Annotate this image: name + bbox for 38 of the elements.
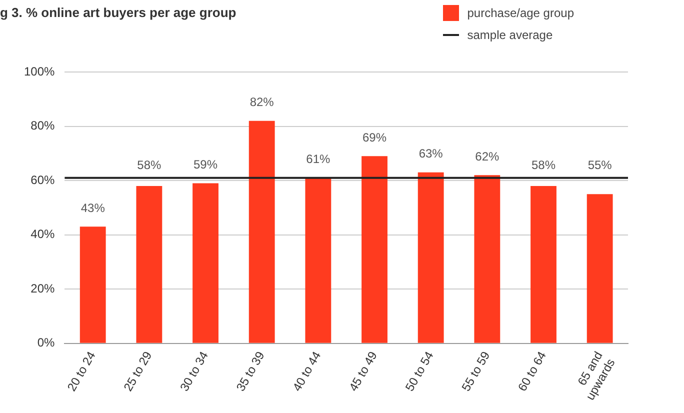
text: 82% xyxy=(250,95,274,110)
y-tick-label: 40% xyxy=(30,227,56,242)
text: 62% xyxy=(475,149,500,164)
bar xyxy=(80,226,106,343)
bar xyxy=(192,183,218,343)
bar xyxy=(305,178,332,343)
x-tick-label: 50 to 54 xyxy=(402,348,436,394)
x-tick-label: 25 to 29 xyxy=(120,348,155,394)
bar xyxy=(586,194,613,343)
text: 58% xyxy=(137,158,162,172)
x-tick-label: 55 to 59 xyxy=(458,348,493,394)
x-tick-label: 20 to 24 xyxy=(64,348,98,394)
x-tick-label: 40 to 44 xyxy=(290,348,324,394)
bar xyxy=(474,175,500,343)
chart-title: g 3. % online art buyers per age group xyxy=(0,5,236,20)
bar xyxy=(136,186,162,343)
x-tick-label: 45 to 49 xyxy=(346,348,380,394)
legend-label: sample average xyxy=(466,27,554,44)
y-tick-label: 80% xyxy=(30,118,56,133)
text: 63% xyxy=(418,146,443,161)
bar xyxy=(248,120,275,343)
text: 69% xyxy=(362,130,387,144)
bar xyxy=(362,156,388,343)
x-tick-label: 35 to 39 xyxy=(234,348,268,394)
text: 55% xyxy=(588,158,612,172)
y-tick-label: 100% xyxy=(24,64,56,78)
x-tick-label: 30 to 34 xyxy=(177,348,212,394)
y-tick-label: 60% xyxy=(30,172,56,187)
text: 43% xyxy=(80,200,105,215)
text: 61% xyxy=(306,152,330,166)
legend-label: purchase/age group xyxy=(466,5,574,22)
y-tick-label: 20% xyxy=(30,281,56,296)
bar xyxy=(530,186,556,343)
bar xyxy=(418,172,444,343)
y-tick-label: 0% xyxy=(37,336,56,350)
text: 59% xyxy=(194,158,218,172)
x-tick-label: 60 to 64 xyxy=(515,348,550,394)
text: 58% xyxy=(531,158,556,172)
